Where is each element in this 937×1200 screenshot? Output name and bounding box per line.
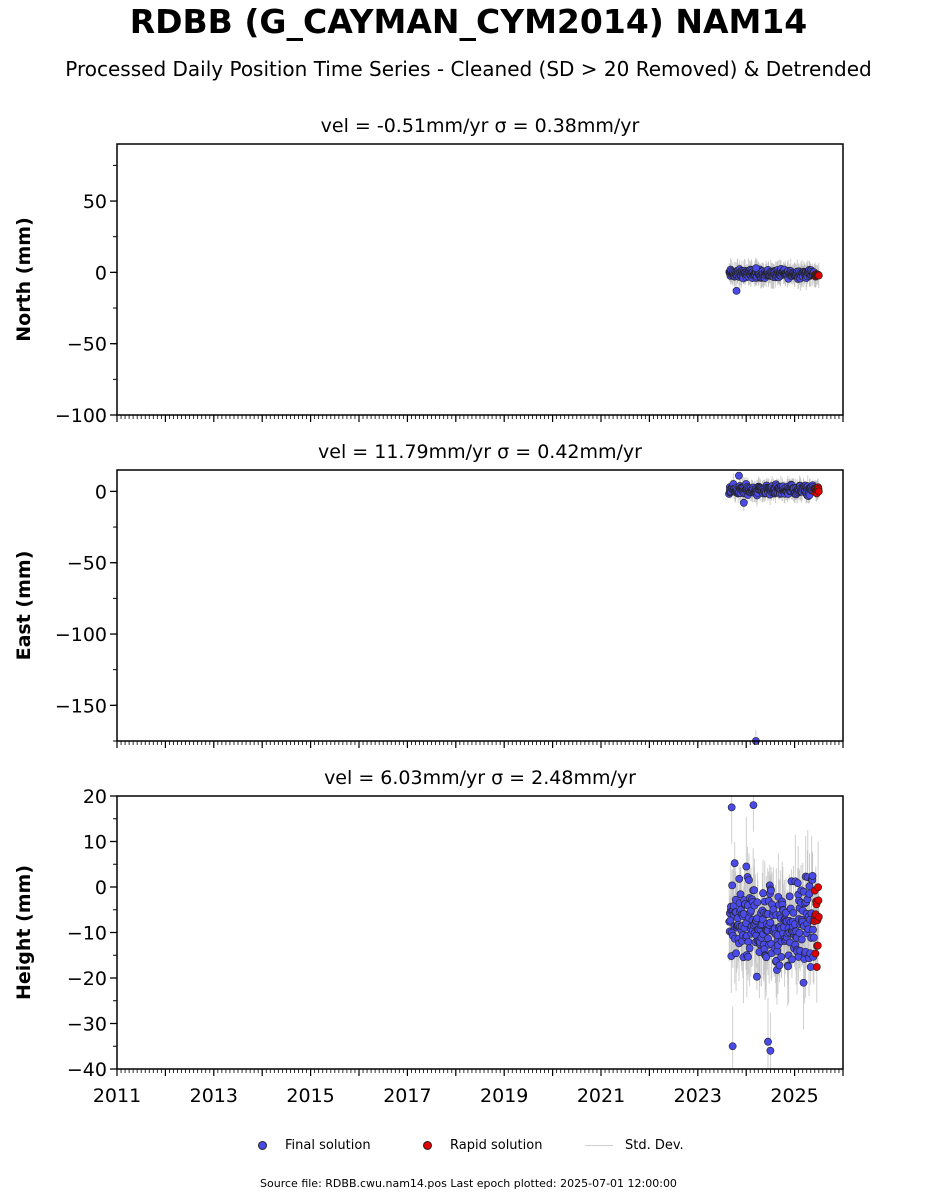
source-footer: Source file: RDBB.cwu.nam14.pos Last epo…	[260, 1177, 677, 1190]
legend-final: Final solution	[258, 1138, 371, 1153]
chart-subtitle: Processed Daily Position Time Series - C…	[65, 57, 872, 81]
y-tick-label: −50	[67, 553, 107, 575]
y-tick-label: −40	[67, 1059, 107, 1081]
time-series-chart: vel = -0.51mm/yr σ = 0.38mm/yr North (mm)…	[13, 115, 844, 1107]
final-solution-point	[753, 898, 762, 907]
y-axis-label: Height (mm)	[13, 865, 35, 1000]
rapid-solution-point	[814, 912, 823, 921]
final-solution-point	[784, 962, 792, 971]
y-tick-label: −30	[67, 1014, 107, 1036]
y-axis-label: North (mm)	[13, 217, 35, 342]
panel-title: vel = 11.79mm/yr σ = 0.42mm/yr	[318, 441, 642, 463]
final-solution-point	[759, 889, 767, 898]
final-solution-point	[775, 961, 784, 970]
final-solution-point	[749, 801, 758, 809]
y-tick-label: 0	[95, 481, 107, 503]
final-solution-point	[732, 949, 740, 958]
y-tick-label: 10	[83, 832, 107, 854]
y-tick-label: 50	[83, 191, 107, 213]
final-solution-point	[742, 862, 751, 871]
final-solution-point	[764, 1037, 772, 1046]
final-solution-point	[750, 886, 759, 895]
x-tick-label: 2021	[577, 1085, 625, 1107]
y-tick-label: −100	[55, 405, 107, 427]
rapid-solution-point	[814, 271, 823, 280]
x-tick-label: 2023	[674, 1085, 722, 1107]
y-tick-label: 0	[95, 877, 107, 899]
y-tick-label: −150	[55, 695, 107, 717]
final-solution-point	[781, 908, 790, 917]
rapid-solution-point	[814, 896, 823, 905]
legend-std-label: Std. Dev.	[625, 1138, 684, 1153]
final-solution-point	[785, 892, 794, 901]
final-solution-point	[735, 874, 744, 883]
final-solution-point	[795, 928, 804, 937]
legend: Final solution Rapid solution Std. Dev.	[0, 1138, 937, 1158]
final-solution-point	[744, 937, 753, 946]
final-solution-marker	[258, 1141, 267, 1150]
panel-title: vel = -0.51mm/yr σ = 0.38mm/yr	[321, 115, 640, 137]
y-tick-label: −50	[67, 334, 107, 356]
final-solution-point	[728, 1042, 737, 1051]
final-solution-point	[739, 498, 748, 507]
rapid-solution-point	[813, 941, 822, 950]
x-tick-label: 2019	[480, 1085, 528, 1107]
final-solution-point	[789, 908, 798, 917]
final-solution-point	[766, 1046, 775, 1055]
final-solution-point	[752, 972, 761, 981]
final-solution-point	[728, 881, 737, 890]
final-solution-point	[788, 955, 796, 964]
rapid-solution-marker	[423, 1141, 432, 1150]
y-tick-label: −20	[67, 968, 107, 990]
legend-rapid-label: Rapid solution	[450, 1138, 543, 1153]
final-solution-point	[744, 952, 752, 961]
x-tick-label: 2013	[190, 1085, 238, 1107]
rapid-solution-point	[814, 487, 823, 496]
final-solution-point	[809, 925, 817, 934]
final-solution-point	[777, 952, 786, 961]
final-solution-point	[732, 287, 741, 295]
y-tick-label: 20	[83, 786, 107, 808]
legend-final-label: Final solution	[285, 1138, 371, 1153]
rapid-solution-point	[814, 883, 823, 892]
final-solution-point	[793, 879, 802, 887]
chart-title: RDBB (G_CAYMAN_CYM2014) NAM14	[129, 2, 808, 41]
plot-frame	[116, 469, 844, 742]
final-solution-point	[767, 886, 775, 895]
final-solution-point	[726, 916, 735, 925]
final-solution-point	[805, 882, 814, 891]
final-solution-point	[810, 933, 818, 942]
final-solution-point	[762, 953, 771, 962]
std-dev-line-marker	[585, 1145, 613, 1146]
final-solution-point	[797, 935, 806, 944]
y-tick-label: −10	[67, 923, 107, 945]
final-solution-point	[745, 876, 753, 884]
x-tick-label: 2015	[286, 1085, 334, 1107]
y-tick-label: −100	[55, 624, 107, 646]
final-solution-point	[730, 859, 739, 868]
rapid-solution-point	[811, 949, 820, 958]
final-solution-point	[735, 471, 743, 480]
final-solution-point	[736, 890, 745, 899]
rapid-solution-point	[812, 963, 821, 971]
legend-std: Std. Dev.	[585, 1138, 684, 1153]
y-axis-label: East (mm)	[13, 551, 35, 661]
final-solution-point	[766, 918, 775, 927]
y-tick-label: 0	[95, 262, 107, 284]
x-tick-label: 2011	[93, 1085, 141, 1107]
final-solution-point	[727, 803, 736, 812]
x-tick-label: 2025	[770, 1085, 818, 1107]
panel-title: vel = 6.03mm/yr σ = 2.48mm/yr	[324, 767, 636, 789]
final-solution-point	[745, 944, 754, 953]
legend-rapid: Rapid solution	[423, 1138, 542, 1153]
final-solution-point	[799, 978, 808, 987]
final-solution-point	[808, 872, 817, 880]
final-solution-point	[751, 264, 760, 272]
x-tick-label: 2017	[383, 1085, 431, 1107]
